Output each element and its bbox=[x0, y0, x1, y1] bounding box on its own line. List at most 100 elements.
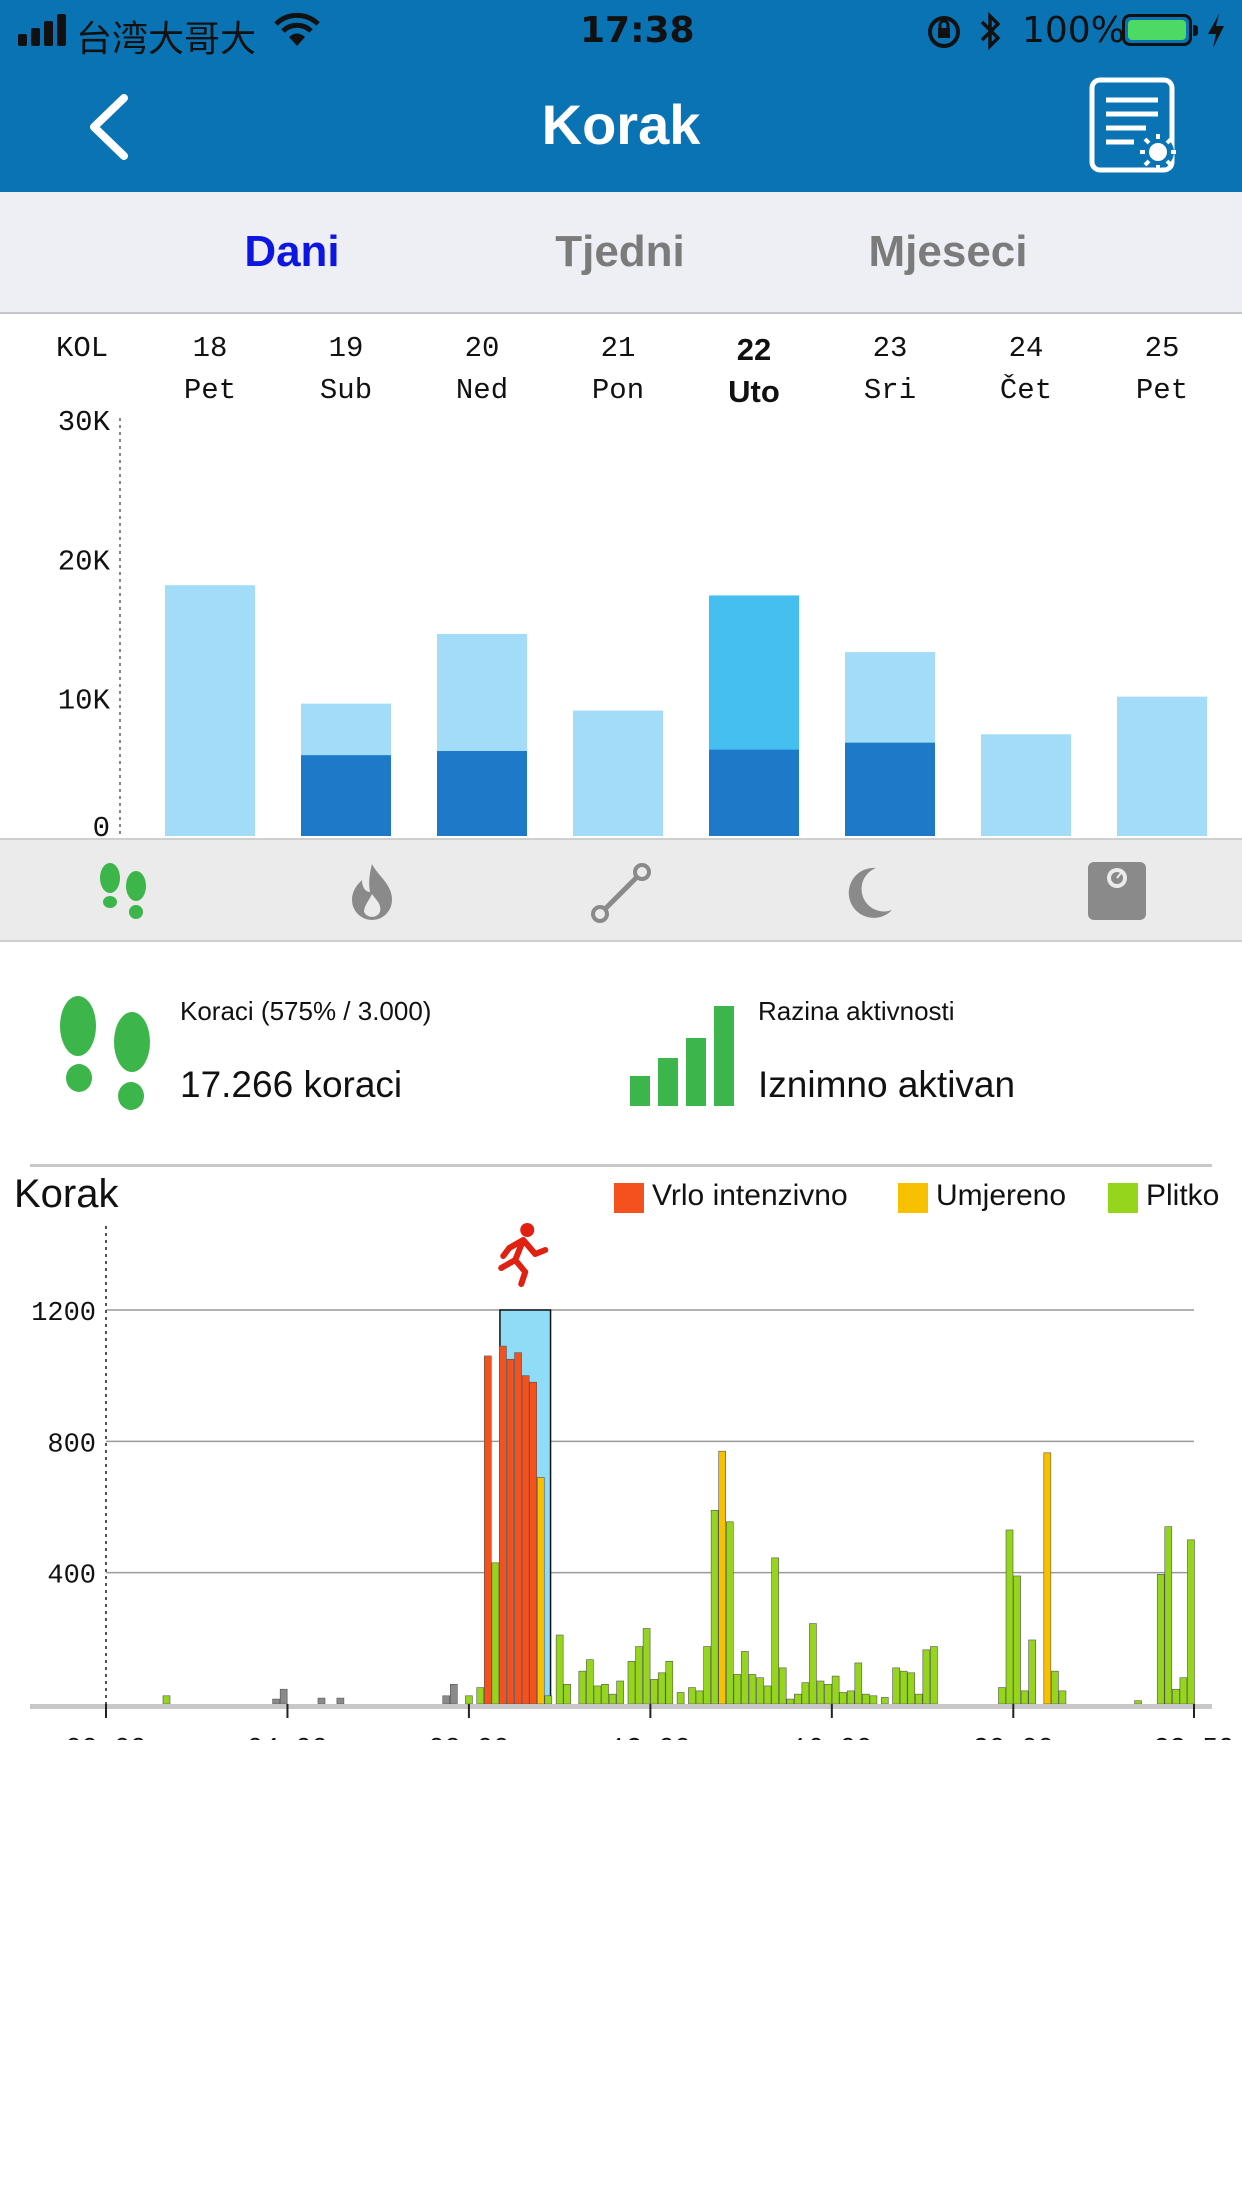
minute-bar bbox=[695, 1690, 704, 1705]
x-tick-label: 16:00 bbox=[791, 1735, 872, 1740]
route-icon[interactable] bbox=[590, 862, 652, 924]
minute-bar bbox=[725, 1521, 734, 1705]
minute-bar bbox=[601, 1683, 609, 1705]
y-tick-label: 1200 bbox=[31, 1299, 96, 1329]
minute-bar bbox=[449, 1683, 458, 1705]
steps-value: 17.266 koraci bbox=[180, 1064, 403, 1105]
minute-bar bbox=[635, 1646, 643, 1705]
legend-intense: Vrlo intenzivno bbox=[652, 1179, 848, 1212]
day-name[interactable]: Pet bbox=[1135, 374, 1189, 407]
footsteps-icon bbox=[60, 996, 150, 1110]
minute-bar bbox=[529, 1381, 537, 1705]
minute-bar bbox=[1013, 1575, 1021, 1705]
x-tick-label: 23:59 bbox=[1153, 1735, 1234, 1740]
rotation-lock-icon bbox=[928, 16, 960, 48]
day-number[interactable]: 23 bbox=[872, 332, 908, 365]
minute-bar bbox=[862, 1693, 870, 1705]
day-number[interactable]: 22 bbox=[736, 332, 772, 367]
day-name[interactable]: Pon bbox=[591, 374, 645, 407]
back-button[interactable] bbox=[84, 92, 134, 162]
wifi-icon bbox=[274, 12, 320, 46]
bar-total[interactable] bbox=[165, 585, 255, 836]
y-tick-label: 30K bbox=[58, 406, 111, 439]
minute-bar bbox=[650, 1679, 658, 1705]
signal-icon bbox=[18, 12, 74, 46]
day-number[interactable]: 25 bbox=[1144, 332, 1180, 365]
day-number[interactable]: 20 bbox=[464, 332, 500, 365]
x-tick-label: 04:00 bbox=[247, 1735, 328, 1740]
minute-bar bbox=[880, 1697, 889, 1705]
intraday-steps-chart: 1200 800 400 00:00 04:00 08:00 12:00 16:00 20:00… bbox=[30, 1223, 1235, 1740]
minute-bar bbox=[1172, 1688, 1180, 1705]
minute-bar bbox=[484, 1355, 492, 1705]
minute-bar bbox=[1020, 1690, 1029, 1705]
minute-bar bbox=[824, 1683, 832, 1705]
y-tick-label: 400 bbox=[47, 1562, 96, 1592]
y-tick-label: 800 bbox=[47, 1430, 96, 1460]
bar-active-segment[interactable] bbox=[709, 749, 799, 836]
day-number[interactable]: 24 bbox=[1008, 332, 1044, 365]
x-axis bbox=[30, 1704, 1212, 1709]
intraday-chart-title: Korak bbox=[14, 1172, 119, 1216]
x-tick-label: 00:00 bbox=[65, 1735, 146, 1740]
navigation-bar bbox=[0, 0, 1242, 192]
tab-days[interactable]: Dani bbox=[244, 227, 340, 276]
minute-bar bbox=[665, 1661, 674, 1705]
bluetooth-icon bbox=[980, 12, 1001, 50]
bar-active-segment[interactable] bbox=[301, 755, 391, 836]
minute-bar bbox=[930, 1646, 938, 1705]
minute-bar bbox=[1058, 1690, 1067, 1705]
minute-bar bbox=[514, 1352, 522, 1705]
day-name[interactable]: Ned bbox=[455, 374, 509, 407]
tab-months[interactable]: Mjeseci bbox=[868, 227, 1028, 276]
day-number[interactable]: 18 bbox=[192, 332, 228, 365]
report-button[interactable] bbox=[1088, 76, 1184, 176]
period-tabs: Dani Tjedni Mjeseci bbox=[0, 192, 1242, 314]
minute-bar bbox=[162, 1695, 171, 1705]
minute-bar bbox=[555, 1634, 564, 1705]
minute-bar bbox=[763, 1685, 772, 1705]
flame-icon[interactable] bbox=[344, 860, 400, 926]
bar-total[interactable] bbox=[981, 734, 1071, 836]
minute-bar bbox=[476, 1687, 485, 1705]
day-name[interactable]: Sri bbox=[863, 374, 917, 407]
x-tick-label: 08:00 bbox=[428, 1735, 509, 1740]
minute-bar bbox=[465, 1695, 473, 1705]
minute-bar bbox=[741, 1651, 749, 1705]
minute-bar bbox=[442, 1695, 451, 1705]
minute-bar bbox=[688, 1687, 696, 1705]
footsteps-icon[interactable] bbox=[96, 862, 152, 924]
minute-bar bbox=[816, 1680, 825, 1705]
day-number[interactable]: 21 bbox=[600, 332, 636, 365]
legend-swatch-light bbox=[1108, 1183, 1138, 1213]
bar-total[interactable] bbox=[573, 710, 663, 836]
activity-level-icon bbox=[630, 1006, 734, 1106]
minute-bar bbox=[279, 1688, 288, 1705]
minute-bar bbox=[1005, 1529, 1014, 1705]
activity-level-value: Iznimno aktivan bbox=[758, 1064, 1016, 1105]
activity-level-label: Razina aktivnosti bbox=[758, 996, 955, 1026]
minute-bar bbox=[703, 1646, 711, 1705]
minute-bar bbox=[846, 1690, 855, 1705]
battery-percent: 100% bbox=[1022, 10, 1125, 51]
day-name[interactable]: Pet bbox=[183, 374, 237, 407]
day-name[interactable]: Čet bbox=[999, 374, 1053, 407]
minute-bar bbox=[710, 1509, 719, 1705]
minute-bar bbox=[544, 1695, 553, 1705]
day-number[interactable]: 19 bbox=[328, 332, 364, 365]
bar-total[interactable] bbox=[1117, 696, 1207, 836]
moon-icon[interactable] bbox=[842, 864, 896, 922]
minute-bar bbox=[506, 1358, 515, 1705]
minute-bar bbox=[839, 1692, 847, 1705]
tab-weeks[interactable]: Tjedni bbox=[555, 227, 685, 276]
scale-icon[interactable] bbox=[1086, 860, 1148, 922]
day-name[interactable]: Uto bbox=[728, 374, 780, 409]
day-name[interactable]: Sub bbox=[319, 374, 373, 407]
y-tick-label: 20K bbox=[58, 545, 111, 578]
minute-bar bbox=[831, 1675, 840, 1705]
bar-active-segment[interactable] bbox=[437, 751, 527, 836]
minute-bar bbox=[899, 1670, 908, 1705]
bar-active-segment[interactable] bbox=[845, 742, 935, 836]
battery-icon bbox=[1122, 14, 1198, 46]
minute-bar bbox=[922, 1649, 931, 1705]
